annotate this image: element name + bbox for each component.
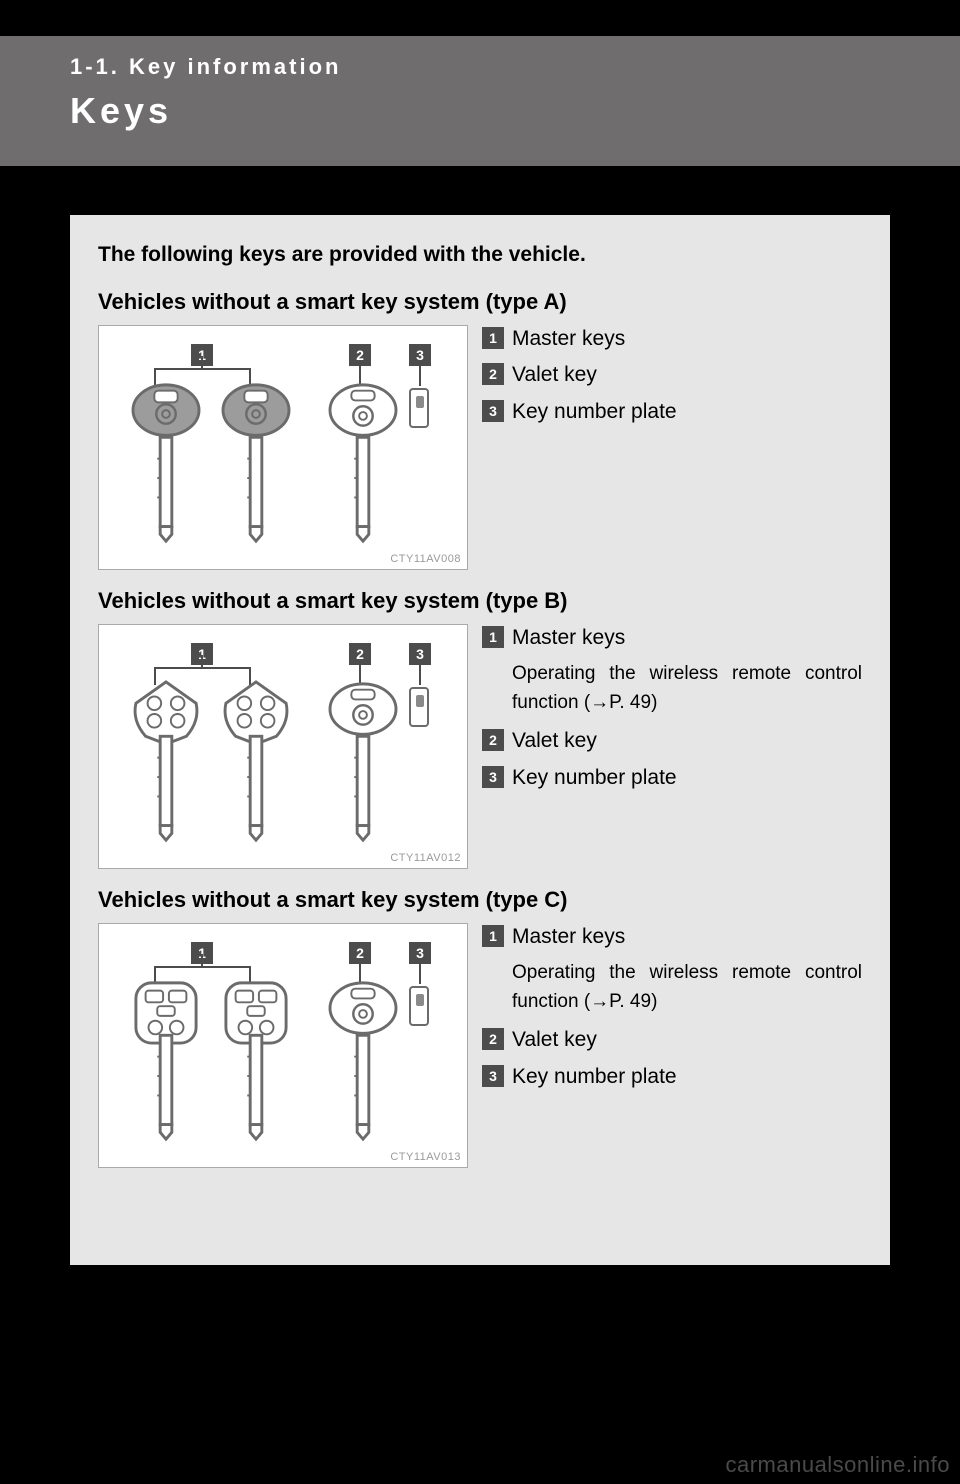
master-key-icon: [217, 680, 295, 850]
page-title: Keys: [70, 90, 890, 132]
legend-number-icon: 3: [482, 766, 504, 788]
callout-number-icon: 3: [409, 643, 431, 665]
legend: 1 Master keys Operating the wireless rem…: [482, 923, 862, 1168]
leader-line: [201, 356, 203, 370]
callout-number-icon: 3: [409, 942, 431, 964]
content-card: The following keys are provided with the…: [70, 215, 890, 1265]
legend-number-icon: 3: [482, 400, 504, 422]
legend-number-icon: 1: [482, 626, 504, 648]
section-block: CTY11AV013 1 2 3: [98, 923, 862, 1168]
legend-item: 1 Master keys: [482, 923, 862, 951]
intro-text: The following keys are provided with the…: [98, 243, 862, 267]
legend-item: 2 Valet key: [482, 727, 862, 755]
legend-item: 2 Valet key: [482, 1026, 862, 1054]
leader-line: [419, 964, 421, 984]
key-number-plate-icon: [409, 388, 429, 428]
master-key-icon: [127, 979, 205, 1149]
valet-key-icon: [324, 979, 402, 1149]
key-number-plate-icon: [409, 687, 429, 727]
callout-number-icon: 3: [409, 344, 431, 366]
legend-number-icon: 2: [482, 1028, 504, 1050]
legend-label: Key number plate: [512, 764, 677, 792]
figure-code: CTY11AV008: [390, 553, 461, 565]
master-key-icon: [127, 680, 205, 850]
key-number-plate-icon: [409, 986, 429, 1026]
valet-key-icon: [324, 680, 402, 850]
figure-type-c: CTY11AV013 123: [98, 923, 468, 1168]
figure-type-a: CTY11AV008 123: [98, 325, 468, 570]
legend-label: Valet key: [512, 1026, 597, 1054]
callout-number-icon: 2: [349, 344, 371, 366]
legend-label: Valet key: [512, 361, 597, 389]
legend-item: 2 Valet key: [482, 361, 862, 389]
leader-line: [419, 665, 421, 685]
section-block: CTY11AV012 1 2 3: [98, 624, 862, 869]
legend-label: Master keys: [512, 624, 625, 652]
section-label: 1-1. Key information: [70, 54, 890, 80]
section-block: CTY11AV008 1 2 3: [98, 325, 862, 570]
legend: 1 Master keys 2 Valet key 3 Key number p…: [482, 325, 862, 570]
header-band: 1-1. Key information Keys: [0, 36, 960, 166]
section-heading: Vehicles without a smart key system (typ…: [98, 588, 862, 614]
valet-key-icon: [324, 381, 402, 551]
leader-line: [419, 366, 421, 386]
legend-number-icon: 1: [482, 327, 504, 349]
legend-label: Valet key: [512, 727, 597, 755]
master-key-icon: [127, 381, 205, 551]
legend-item: 3 Key number plate: [482, 1063, 862, 1091]
legend-subtext: Operating the wireless remote control fu…: [512, 959, 862, 1016]
watermark-text: carmanualsonline.info: [725, 1452, 950, 1478]
legend: 1 Master keys Operating the wireless rem…: [482, 624, 862, 869]
legend-label: Key number plate: [512, 398, 677, 426]
legend-item: 3 Key number plate: [482, 764, 862, 792]
callout-number-icon: 2: [349, 942, 371, 964]
legend-label: Master keys: [512, 923, 625, 951]
legend-item: 3 Key number plate: [482, 398, 862, 426]
leader-line: [201, 954, 203, 968]
legend-subtext: Operating the wireless remote control fu…: [512, 660, 862, 717]
legend-number-icon: 1: [482, 925, 504, 947]
legend-number-icon: 3: [482, 1065, 504, 1087]
legend-label: Key number plate: [512, 1063, 677, 1091]
section-heading: Vehicles without a smart key system (typ…: [98, 887, 862, 913]
master-key-icon: [217, 979, 295, 1149]
legend-item: 1 Master keys: [482, 325, 862, 353]
figure-code: CTY11AV013: [390, 1151, 461, 1163]
callout-number-icon: 2: [349, 643, 371, 665]
master-key-icon: [217, 381, 295, 551]
figure-type-b: CTY11AV012 123: [98, 624, 468, 869]
leader-line: [201, 655, 203, 669]
legend-number-icon: 2: [482, 729, 504, 751]
figure-code: CTY11AV012: [390, 852, 461, 864]
legend-number-icon: 2: [482, 363, 504, 385]
section-heading: Vehicles without a smart key system (typ…: [98, 289, 862, 315]
legend-label: Master keys: [512, 325, 625, 353]
legend-item: 1 Master keys: [482, 624, 862, 652]
